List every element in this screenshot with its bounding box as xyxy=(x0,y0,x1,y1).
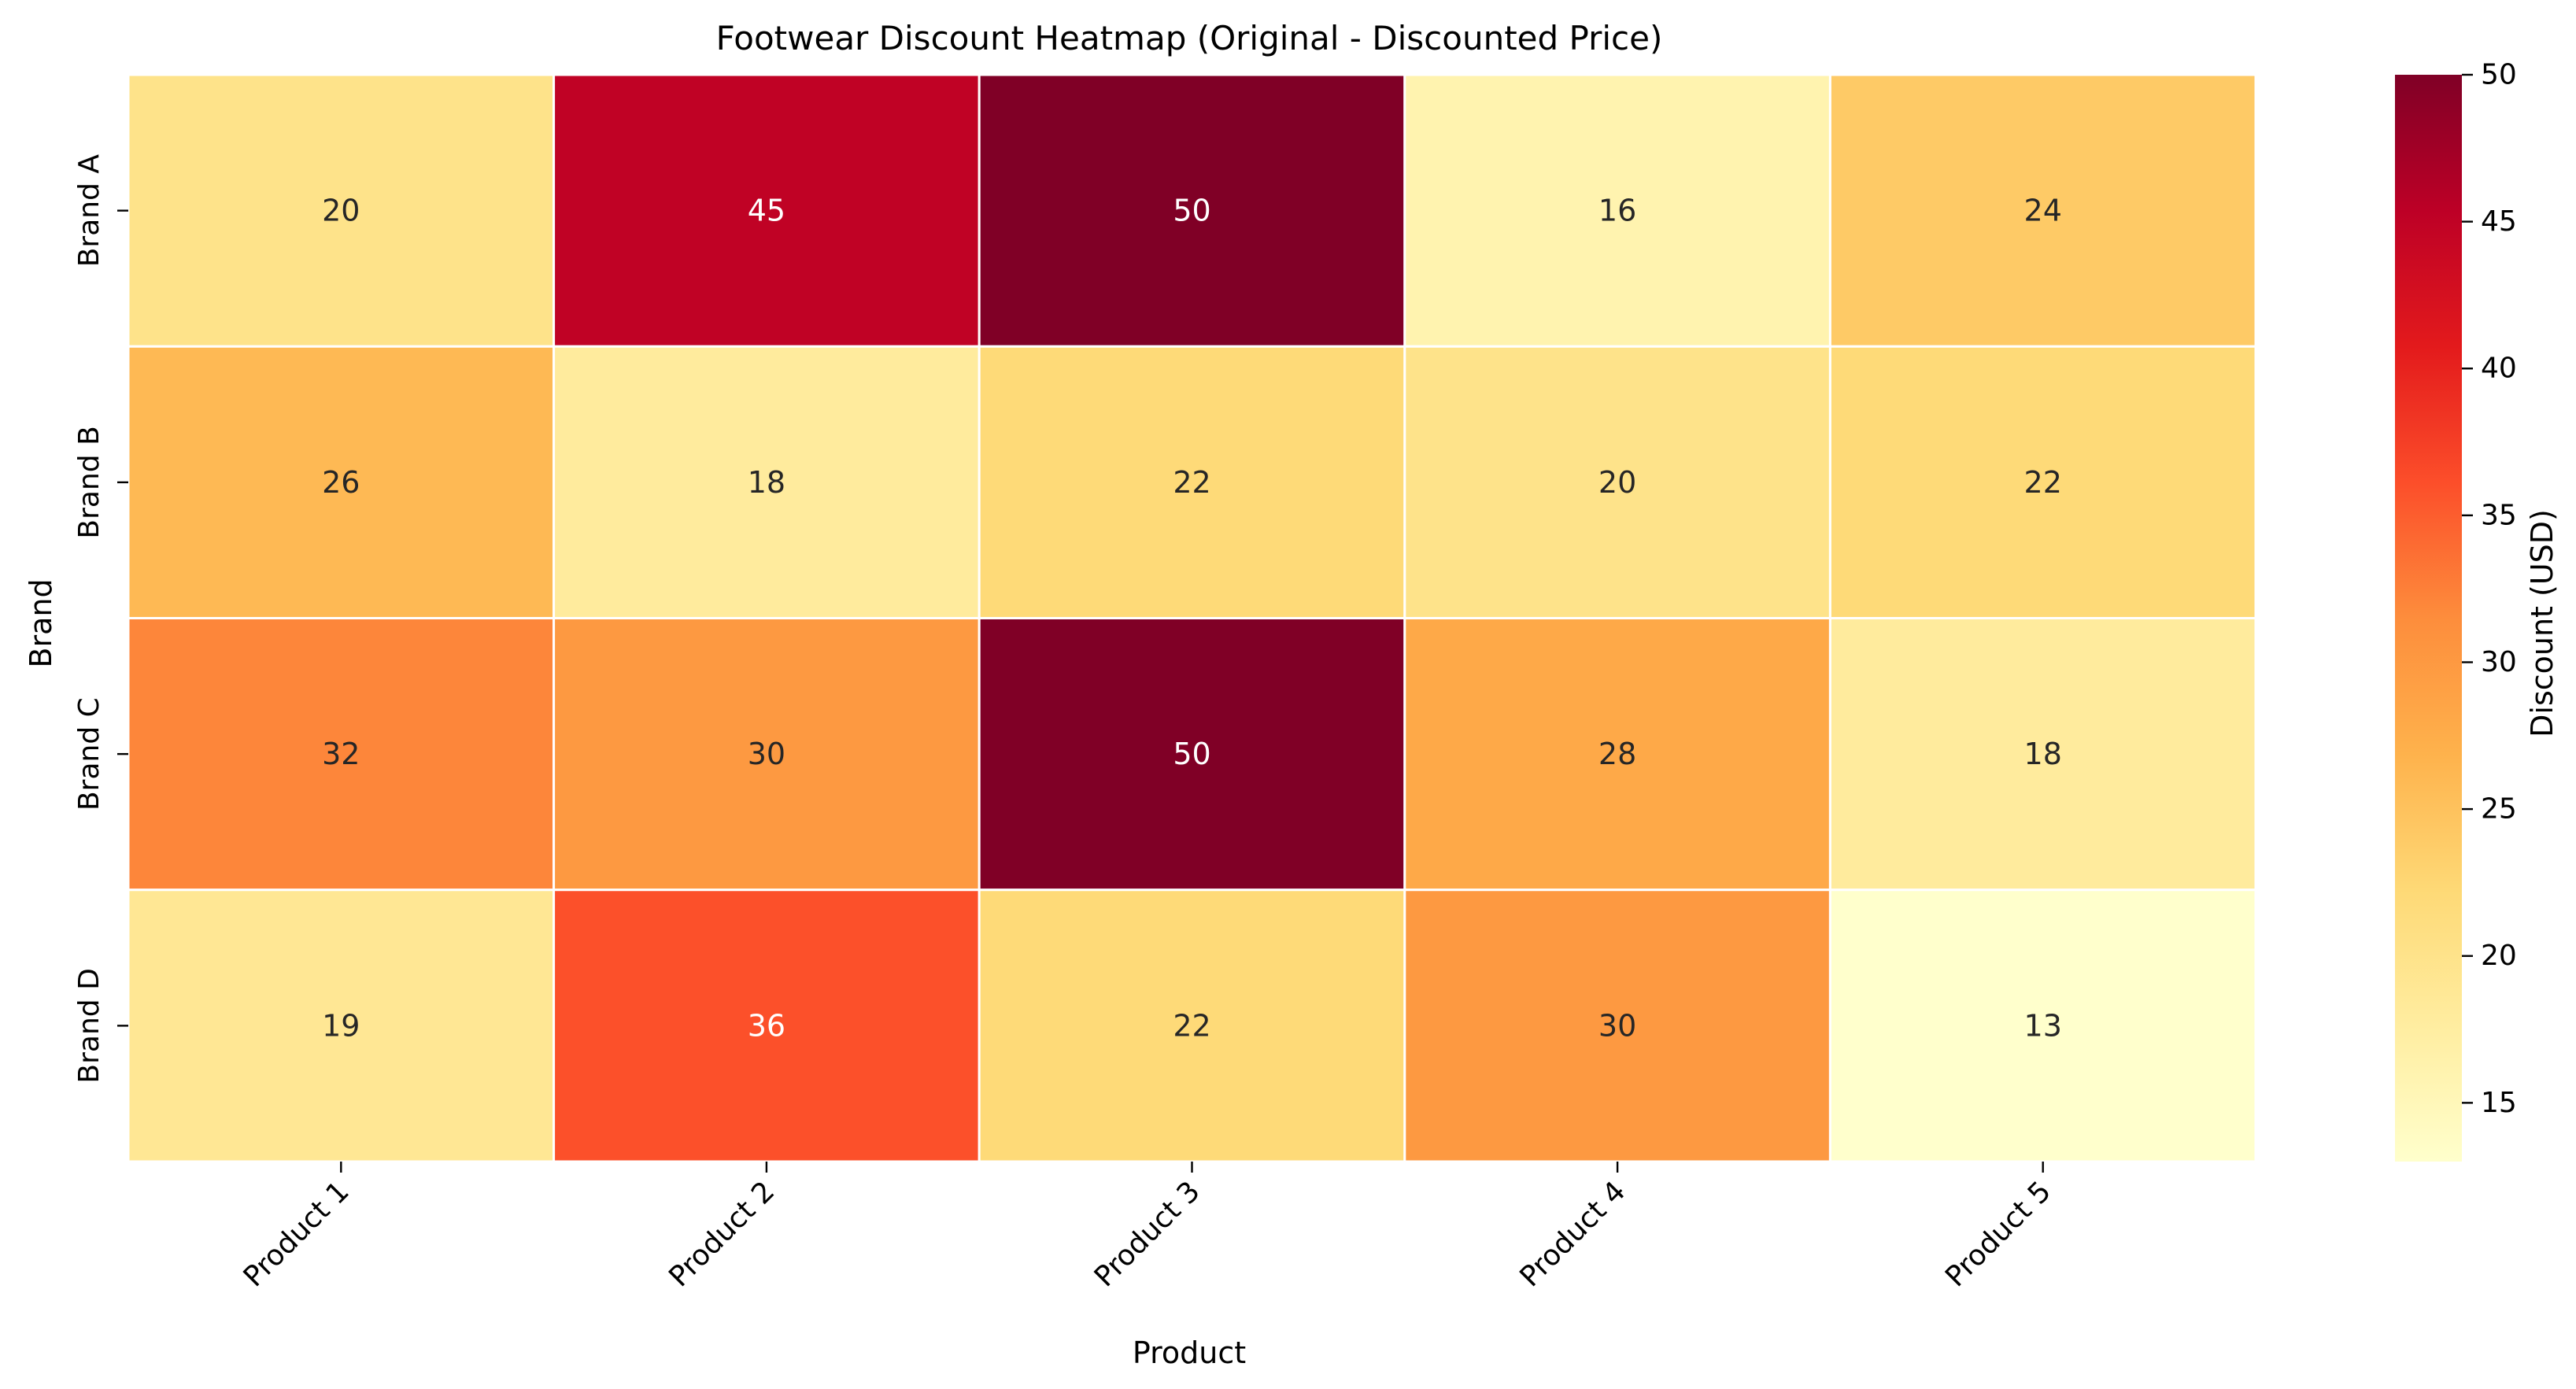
cell-value-label: 20 xyxy=(322,194,360,228)
cell-value-label: 28 xyxy=(1598,737,1636,771)
heatmap-cell xyxy=(553,345,981,619)
cell-value-label: 22 xyxy=(1173,1008,1210,1043)
cell-value-label: 18 xyxy=(748,465,785,500)
heatmap-cell xyxy=(1828,888,2257,1163)
heatmap-cell xyxy=(127,73,556,348)
cell-value-label: 24 xyxy=(2024,194,2062,228)
heatmap-cell xyxy=(978,345,1406,619)
heatmap-cells xyxy=(127,73,2257,1163)
heatmap-cell xyxy=(1403,617,1831,892)
heatmap-cell xyxy=(978,888,1406,1163)
cell-value-label: 36 xyxy=(748,1008,785,1043)
colorbar-tick-label: 15 xyxy=(2481,1087,2517,1119)
cell-value-label: 30 xyxy=(748,737,785,771)
colorbar-gradient xyxy=(2395,75,2462,1162)
chart-title: Footwear Discount Heatmap (Original - Di… xyxy=(716,19,1663,57)
cell-value-label: 19 xyxy=(322,1008,360,1043)
y-axis: Brand A Brand B Brand C Brand D xyxy=(73,154,128,1084)
colorbar-tick-label: 45 xyxy=(2481,205,2517,238)
cell-value-label: 16 xyxy=(1598,194,1636,228)
cell-value-label: 13 xyxy=(2024,1008,2062,1043)
colorbar-tick-label: 25 xyxy=(2481,793,2517,826)
heatmap-cell xyxy=(1828,345,2257,619)
cell-value-label: 50 xyxy=(1173,194,1210,228)
colorbar-label: Discount (USD) xyxy=(2525,509,2559,737)
heatmap-cell xyxy=(978,73,1406,348)
cell-value-label: 45 xyxy=(748,194,785,228)
colorbar-tick-label: 50 xyxy=(2481,59,2517,91)
heatmap-cell xyxy=(1828,617,2257,892)
colorbar-tick-label: 20 xyxy=(2481,940,2517,972)
heatmap-cell xyxy=(553,73,981,348)
y-tick-label: Brand A xyxy=(73,154,105,268)
cell-value-label: 32 xyxy=(322,737,360,771)
heatmap-cell xyxy=(978,617,1406,892)
colorbar-tick-label: 30 xyxy=(2481,646,2517,678)
cell-value-label: 26 xyxy=(322,465,360,500)
y-axis-title: Brand xyxy=(24,578,58,667)
heatmap-cell xyxy=(1403,888,1831,1163)
colorbar-tick-label: 35 xyxy=(2481,499,2517,531)
cell-value-label: 22 xyxy=(1173,465,1210,500)
heatmap-cell xyxy=(1403,73,1831,348)
heatmap-cell xyxy=(1403,345,1831,619)
colorbar: 15 20 25 30 35 40 45 50 xyxy=(2395,59,2517,1162)
heatmap-cell xyxy=(127,888,556,1163)
y-tick-label: Brand D xyxy=(73,968,105,1083)
cell-value-label: 22 xyxy=(2024,465,2062,500)
heatmap-cell-labels: 20 45 50 16 24 26 18 22 20 22 32 30 50 28 18 19 36 22 30 13 xyxy=(322,194,2062,1044)
cell-value-label: 30 xyxy=(1598,1008,1636,1043)
cell-value-label: 18 xyxy=(2024,737,2062,771)
cell-value-label: 20 xyxy=(1598,465,1636,500)
y-tick-label: Brand C xyxy=(73,697,105,811)
y-tick-label: Brand B xyxy=(73,426,105,538)
heatmap-cell xyxy=(553,888,981,1163)
colorbar-tick-label: 40 xyxy=(2481,353,2517,385)
x-axis-title: Product xyxy=(1133,1335,1246,1370)
cell-value-label: 50 xyxy=(1173,737,1210,771)
heatmap-cell xyxy=(553,617,981,892)
